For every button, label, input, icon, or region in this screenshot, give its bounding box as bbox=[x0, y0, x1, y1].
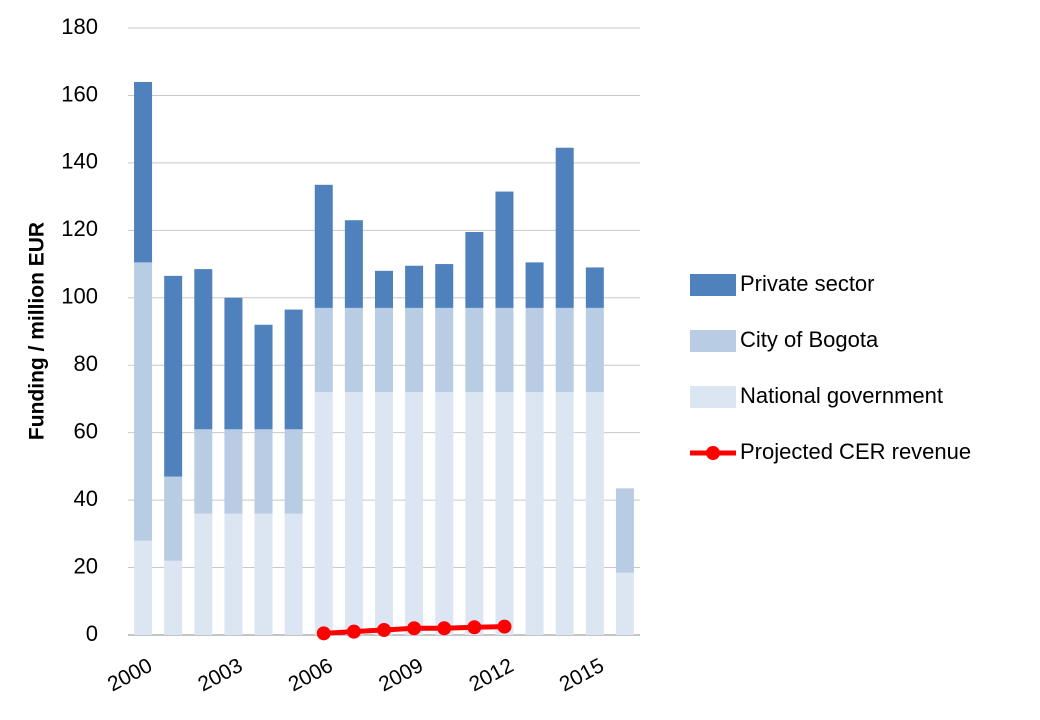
bar bbox=[495, 392, 514, 635]
bar bbox=[375, 392, 393, 635]
legend-swatch bbox=[690, 330, 736, 352]
bar bbox=[375, 270, 393, 308]
bar bbox=[134, 540, 153, 635]
bar bbox=[435, 307, 454, 393]
y-tick-label: 40 bbox=[74, 486, 98, 511]
line-point bbox=[407, 621, 422, 636]
bar bbox=[164, 560, 183, 635]
x-tick-label: 2012 bbox=[465, 654, 517, 696]
bar bbox=[495, 191, 514, 308]
bar bbox=[194, 429, 213, 514]
bar bbox=[375, 307, 393, 393]
y-axis-label: Funding / million EUR bbox=[26, 222, 49, 440]
bar bbox=[555, 392, 574, 635]
bar bbox=[405, 265, 424, 308]
bar bbox=[254, 324, 273, 430]
bar bbox=[465, 232, 484, 308]
legend-swatch bbox=[690, 386, 736, 408]
legend-label: National government bbox=[740, 383, 943, 408]
bar bbox=[284, 309, 303, 430]
bar bbox=[194, 269, 213, 430]
y-tick-label: 160 bbox=[61, 81, 98, 106]
x-tick-label: 2009 bbox=[375, 654, 427, 696]
line-point bbox=[316, 626, 331, 641]
bar bbox=[555, 307, 574, 393]
line-point bbox=[346, 624, 361, 639]
bar bbox=[344, 392, 363, 635]
bar bbox=[405, 392, 424, 635]
bar bbox=[284, 513, 303, 635]
bar bbox=[164, 476, 183, 561]
y-tick-label: 140 bbox=[61, 149, 98, 174]
bar bbox=[134, 81, 153, 263]
bar bbox=[224, 429, 243, 514]
y-tick-label: 100 bbox=[61, 284, 98, 309]
y-tick-label: 20 bbox=[74, 553, 98, 578]
bar bbox=[585, 307, 604, 393]
bar bbox=[525, 307, 544, 393]
bar bbox=[254, 429, 273, 514]
line-point bbox=[467, 620, 482, 635]
legend-swatch bbox=[690, 274, 736, 296]
bar bbox=[134, 262, 153, 541]
bar bbox=[224, 297, 243, 430]
bar bbox=[465, 392, 484, 635]
line-point bbox=[497, 619, 512, 634]
bar bbox=[435, 264, 454, 308]
line-point bbox=[437, 621, 452, 636]
bar bbox=[314, 392, 333, 635]
x-tick-label: 2015 bbox=[556, 654, 608, 696]
bar bbox=[525, 262, 544, 308]
bar bbox=[555, 147, 574, 308]
y-tick-label: 60 bbox=[74, 418, 98, 443]
legend-marker bbox=[706, 446, 720, 460]
bar bbox=[314, 184, 333, 308]
y-tick-label: 120 bbox=[61, 216, 98, 241]
bar bbox=[284, 429, 303, 514]
bar bbox=[585, 267, 604, 308]
bar bbox=[585, 392, 604, 635]
bar bbox=[224, 513, 243, 635]
y-tick-label: 180 bbox=[61, 14, 98, 39]
y-tick-label: 80 bbox=[74, 351, 98, 376]
bar bbox=[194, 513, 213, 635]
x-tick-label: 2000 bbox=[104, 654, 156, 696]
legend-label: City of Bogota bbox=[740, 327, 879, 352]
bar bbox=[164, 275, 183, 477]
bar bbox=[314, 307, 333, 393]
bar bbox=[344, 220, 363, 308]
bar bbox=[465, 307, 484, 393]
y-tick-label: 0 bbox=[86, 621, 98, 646]
legend-label: Projected CER revenue bbox=[740, 439, 971, 464]
bar bbox=[525, 392, 544, 635]
bar bbox=[405, 307, 424, 393]
bar bbox=[615, 572, 634, 635]
x-tick-label: 2006 bbox=[285, 654, 337, 696]
bar bbox=[435, 392, 454, 635]
line-point bbox=[377, 622, 391, 637]
bar bbox=[495, 307, 514, 393]
bar bbox=[254, 513, 273, 635]
x-tick-label: 2003 bbox=[194, 654, 246, 696]
legend-label: Private sector bbox=[740, 271, 875, 296]
bar bbox=[344, 307, 363, 393]
bar bbox=[615, 488, 634, 573]
